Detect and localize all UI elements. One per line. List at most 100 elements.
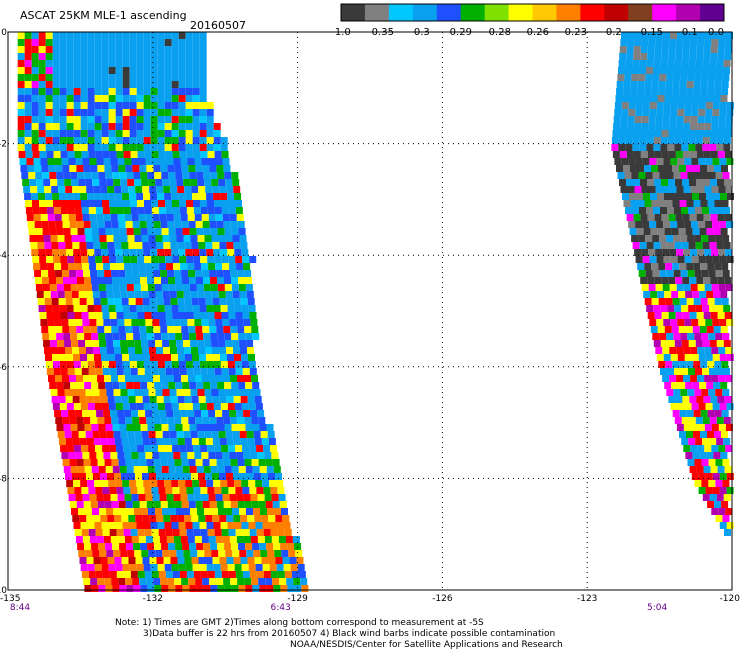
heatmap-cell [129,123,137,130]
heatmap-cell [175,382,183,389]
heatmap-cell [42,172,50,179]
heatmap-cell [126,424,134,431]
heatmap-cell [672,263,680,270]
heatmap-cell [190,389,198,396]
heatmap-cell [297,564,305,571]
heatmap-cell [116,487,124,494]
heatmap-cell [701,333,709,340]
heatmap-cell [144,529,152,536]
heatmap-cell [670,102,678,109]
heatmap-cell [133,382,141,389]
heatmap-cell [628,158,636,165]
heatmap-cell [185,123,193,130]
heatmap-cell [682,396,690,403]
heatmap-cell [231,228,239,235]
heatmap-cell [678,382,686,389]
heatmap-cell [115,39,123,46]
heatmap-cell [73,39,81,46]
heatmap-cell [57,431,65,438]
heatmap-cell [713,452,721,459]
heatmap-cell [158,312,166,319]
heatmap-cell [74,445,82,452]
heatmap-cell [671,326,679,333]
heatmap-cell [622,95,630,102]
heatmap-cell [215,536,223,543]
heatmap-cell [188,270,196,277]
heatmap-cell [99,431,107,438]
x-tick-label: -132 [143,594,163,604]
heatmap-cell [149,515,157,522]
heatmap-cell [108,403,116,410]
heatmap-cell [46,256,54,263]
heatmap-cell [100,242,108,249]
heatmap-cell [70,382,78,389]
heatmap-cell [78,550,86,557]
heatmap-cell [52,305,60,312]
heatmap-cell [663,354,671,361]
heatmap-cell [192,354,199,361]
heatmap-cell [220,403,228,410]
heatmap-cell [73,95,81,102]
heatmap-cell [259,585,267,592]
heatmap-cell [674,207,681,214]
heatmap-cell [667,60,675,67]
heatmap-cell [669,375,677,382]
heatmap-cell [221,529,229,536]
heatmap-cell [664,228,672,235]
heatmap-cell [182,585,190,592]
heatmap-cell [657,95,665,102]
heatmap-cell [136,564,144,571]
heatmap-cell [720,326,728,333]
heatmap-cell [695,60,703,67]
heatmap-cell [56,277,63,284]
heatmap-cell [654,277,662,284]
heatmap-cell [677,354,685,361]
heatmap-cell [141,431,149,438]
heatmap-cell [48,221,56,228]
heatmap-cell [74,207,82,214]
heatmap-cell [86,473,93,480]
heatmap-cell [91,466,99,473]
heatmap-cell [248,361,256,368]
heatmap-cell [144,445,152,452]
heatmap-cell [161,172,169,179]
heatmap-cell [92,179,100,186]
heatmap-cell [126,228,134,235]
heatmap-cell [145,263,153,270]
heatmap-cell [38,88,46,95]
heatmap-cell [104,417,112,424]
heatmap-cell [632,137,640,144]
heatmap-cell [255,480,263,487]
heatmap-cell [224,228,232,235]
heatmap-cell [145,410,153,417]
heatmap-cell [157,123,165,130]
heatmap-cell [174,501,182,508]
heatmap-cell [198,347,205,354]
heatmap-cell [53,207,61,214]
heatmap-cell [77,228,85,235]
heatmap-cell [227,522,235,529]
heatmap-cell [627,186,635,193]
heatmap-cell [670,403,678,410]
heatmap-cell [64,291,72,298]
heatmap-cell [657,291,665,298]
heatmap-cell [686,165,693,172]
heatmap-cell [278,494,286,501]
heatmap-cell [90,375,97,382]
heatmap-cell [134,550,142,557]
heatmap-cell [134,235,142,242]
heatmap-cell [52,116,60,123]
heatmap-cell [712,256,720,263]
heatmap-cell [89,410,97,417]
heatmap-cell [31,137,39,144]
heatmap-cell [64,389,72,396]
heatmap-cell [199,39,207,46]
heatmap-cell [214,151,222,158]
heatmap-cell [232,550,240,557]
heatmap-cell [129,46,137,53]
heatmap-cell [81,207,89,214]
heatmap-cell [59,123,67,130]
heatmap-cell [178,74,186,81]
heatmap-cell [707,88,715,95]
heatmap-cell [119,228,127,235]
